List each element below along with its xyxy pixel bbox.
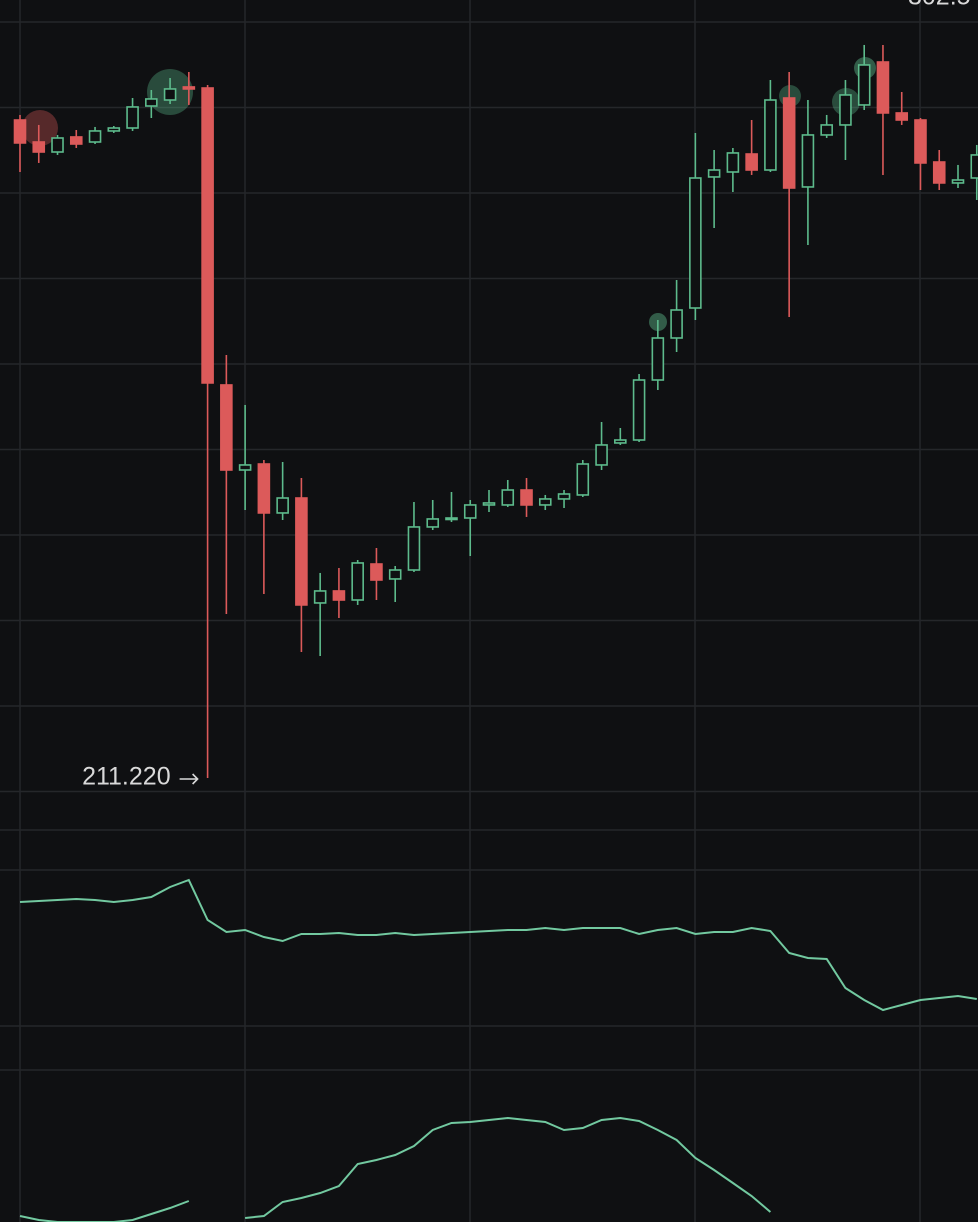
candle-body: [726, 152, 740, 173]
candle-body: [295, 497, 308, 606]
candle-body: [163, 88, 177, 101]
candle-body: [257, 463, 271, 514]
candle-body: [595, 444, 608, 466]
candle-body: [107, 127, 121, 132]
candle-body: [220, 384, 233, 471]
low-arrow: [179, 773, 199, 785]
indicator-line: [19, 878, 977, 1012]
candle-body: [445, 517, 458, 521]
candle-body: [88, 130, 102, 143]
candle-body: [670, 309, 683, 339]
candle-body: [351, 562, 364, 601]
candle-body: [951, 179, 965, 184]
candle-body: [332, 590, 346, 601]
candle-body: [707, 169, 721, 178]
candle-body: [463, 504, 477, 519]
candle-body: [651, 337, 665, 381]
candle-body: [970, 154, 978, 179]
candle-body: [801, 134, 815, 188]
candle-body: [51, 137, 64, 153]
candle-body: [576, 463, 590, 496]
candle-body: [932, 161, 946, 184]
candle-body: [914, 119, 927, 164]
candle-body: [857, 64, 871, 106]
candle-body: [557, 493, 571, 500]
candle-body: [313, 590, 327, 604]
candle-body: [839, 94, 852, 126]
candle-body: [876, 61, 890, 114]
event-marker: [22, 110, 58, 146]
candle-body: [32, 141, 46, 153]
candle-body: [238, 464, 252, 471]
candle-body: [482, 502, 496, 506]
candle-body: [276, 497, 289, 514]
candle-body: [820, 124, 833, 136]
candle-body: [745, 153, 758, 171]
candle-body: [538, 498, 552, 506]
candle-body: [145, 98, 158, 107]
candles: [13, 44, 978, 778]
candle-body: [182, 86, 196, 90]
candle-body: [614, 439, 627, 444]
candle-body: [764, 99, 777, 171]
indicator-line: [19, 1116, 772, 1222]
candle-body: [13, 119, 27, 144]
candle-body: [520, 489, 533, 506]
candle-body: [501, 489, 515, 506]
candle-body: [370, 563, 383, 581]
candle-body: [895, 112, 909, 121]
indicators: [19, 878, 977, 1222]
candle-body: [426, 518, 440, 528]
candle-body: [201, 87, 214, 384]
candle-body: [782, 97, 796, 189]
candle-body: [388, 569, 402, 580]
candle-body: [69, 136, 83, 145]
candle-body: [407, 526, 421, 571]
annotations: 211.220 302.5: [82, 0, 970, 791]
candle-body: [689, 177, 702, 309]
candle-body: [126, 106, 139, 129]
high-label: 302.5: [908, 0, 971, 11]
candle-body: [632, 379, 646, 441]
low-label: 211.220: [82, 763, 171, 791]
